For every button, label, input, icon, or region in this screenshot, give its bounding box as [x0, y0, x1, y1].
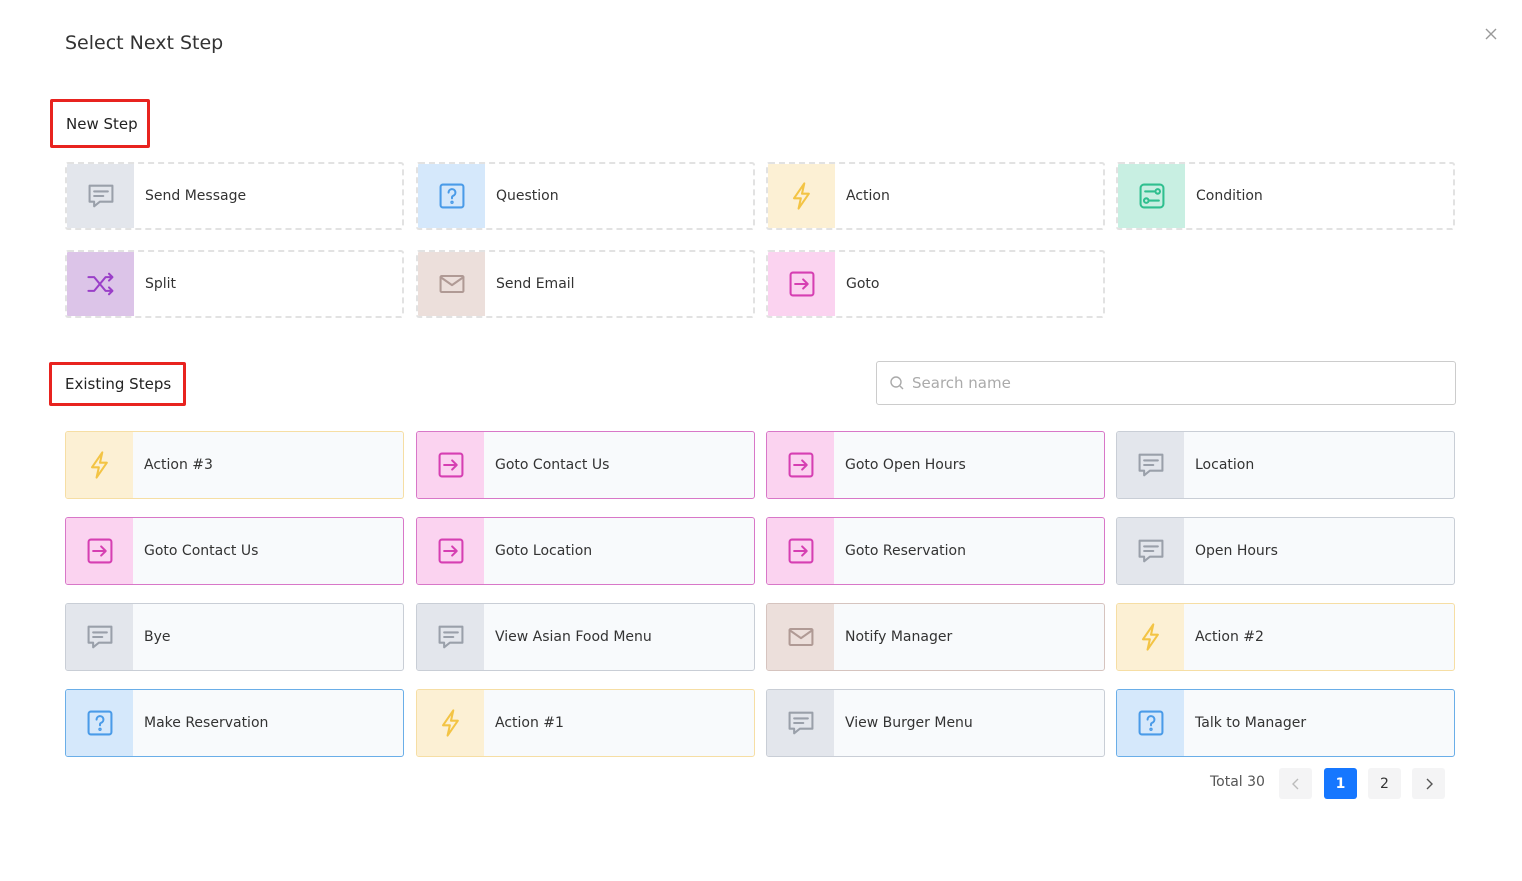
- step-card[interactable]: Split: [65, 250, 404, 318]
- step-card[interactable]: Goto: [766, 250, 1105, 318]
- step-label: Make Reservation: [144, 715, 269, 731]
- step-label: Condition: [1196, 188, 1263, 204]
- step-card[interactable]: View Burger Menu: [766, 689, 1105, 757]
- step-icon: [66, 604, 133, 670]
- step-icon: [768, 252, 835, 316]
- next-page[interactable]: [1412, 768, 1445, 799]
- step-icon: [767, 604, 834, 670]
- step-card[interactable]: Bye: [65, 603, 404, 671]
- step-icon: [767, 518, 834, 584]
- step-card[interactable]: Action #2: [1116, 603, 1455, 671]
- step-icon: [67, 164, 134, 228]
- search-icon: [890, 376, 904, 390]
- step-icon: [767, 432, 834, 498]
- step-label: View Asian Food Menu: [495, 629, 652, 645]
- step-icon: [418, 164, 485, 228]
- step-label: Bye: [144, 629, 171, 645]
- step-card[interactable]: Send Email: [416, 250, 755, 318]
- step-label: Question: [496, 188, 559, 204]
- step-label: Talk to Manager: [1195, 715, 1307, 731]
- step-card[interactable]: View Asian Food Menu: [416, 603, 755, 671]
- page-button[interactable]: 1: [1324, 768, 1357, 799]
- step-card[interactable]: Talk to Manager: [1116, 689, 1455, 757]
- step-label: Action #3: [144, 457, 213, 473]
- step-icon: [1117, 432, 1184, 498]
- step-icon: [1117, 518, 1184, 584]
- section-heading: New Step: [50, 99, 150, 148]
- step-icon: [1117, 604, 1184, 670]
- step-card[interactable]: Open Hours: [1116, 517, 1455, 585]
- step-label: Goto Contact Us: [495, 457, 610, 473]
- step-label: Action: [846, 188, 890, 204]
- step-icon: [768, 164, 835, 228]
- step-label: Goto Location: [495, 543, 593, 559]
- step-card[interactable]: Question: [416, 162, 755, 230]
- step-card[interactable]: Goto Reservation: [766, 517, 1105, 585]
- step-label: Action #2: [1195, 629, 1264, 645]
- step-icon: [767, 690, 834, 756]
- step-card[interactable]: Action: [766, 162, 1105, 230]
- step-card[interactable]: Goto Contact Us: [416, 431, 755, 499]
- dialog-title: Select Next Step: [65, 32, 224, 54]
- step-label: Goto Contact Us: [144, 543, 259, 559]
- step-card[interactable]: Send Message: [65, 162, 404, 230]
- step-label: Goto: [846, 276, 880, 292]
- step-icon: [66, 690, 133, 756]
- step-icon: [417, 690, 484, 756]
- step-label: Location: [1195, 457, 1255, 473]
- step-card[interactable]: Location: [1116, 431, 1455, 499]
- step-card[interactable]: Action #3: [65, 431, 404, 499]
- step-card[interactable]: Action #1: [416, 689, 755, 757]
- step-icon: [418, 252, 485, 316]
- search-placeholder: Search name: [912, 374, 1011, 392]
- step-icon: [1118, 164, 1185, 228]
- page-button[interactable]: 2: [1368, 768, 1401, 799]
- step-card[interactable]: Make Reservation: [65, 689, 404, 757]
- step-label: Goto Open Hours: [845, 457, 966, 473]
- step-card[interactable]: Goto Location: [416, 517, 755, 585]
- step-icon: [66, 432, 133, 498]
- step-label: Split: [145, 276, 177, 292]
- close-button[interactable]: [1482, 25, 1500, 43]
- step-card[interactable]: Goto Open Hours: [766, 431, 1105, 499]
- step-label: Send Message: [145, 188, 247, 204]
- step-icon: [66, 518, 133, 584]
- step-label: Send Email: [496, 276, 575, 292]
- step-icon: [1117, 690, 1184, 756]
- prev-page[interactable]: [1279, 768, 1312, 799]
- step-card[interactable]: Goto Contact Us: [65, 517, 404, 585]
- search-input[interactable]: Search name: [876, 361, 1456, 405]
- step-card[interactable]: Notify Manager: [766, 603, 1105, 671]
- step-label: Notify Manager: [845, 629, 953, 645]
- step-icon: [417, 432, 484, 498]
- pagination-total: Total 30: [1210, 774, 1265, 790]
- step-label: Goto Reservation: [845, 543, 966, 559]
- step-icon: [67, 252, 134, 316]
- step-label: Action #1: [495, 715, 564, 731]
- step-label: Open Hours: [1195, 543, 1278, 559]
- step-icon: [417, 518, 484, 584]
- step-label: View Burger Menu: [845, 715, 973, 731]
- step-card[interactable]: Condition: [1116, 162, 1455, 230]
- section-heading: Existing Steps: [49, 362, 186, 406]
- step-icon: [417, 604, 484, 670]
